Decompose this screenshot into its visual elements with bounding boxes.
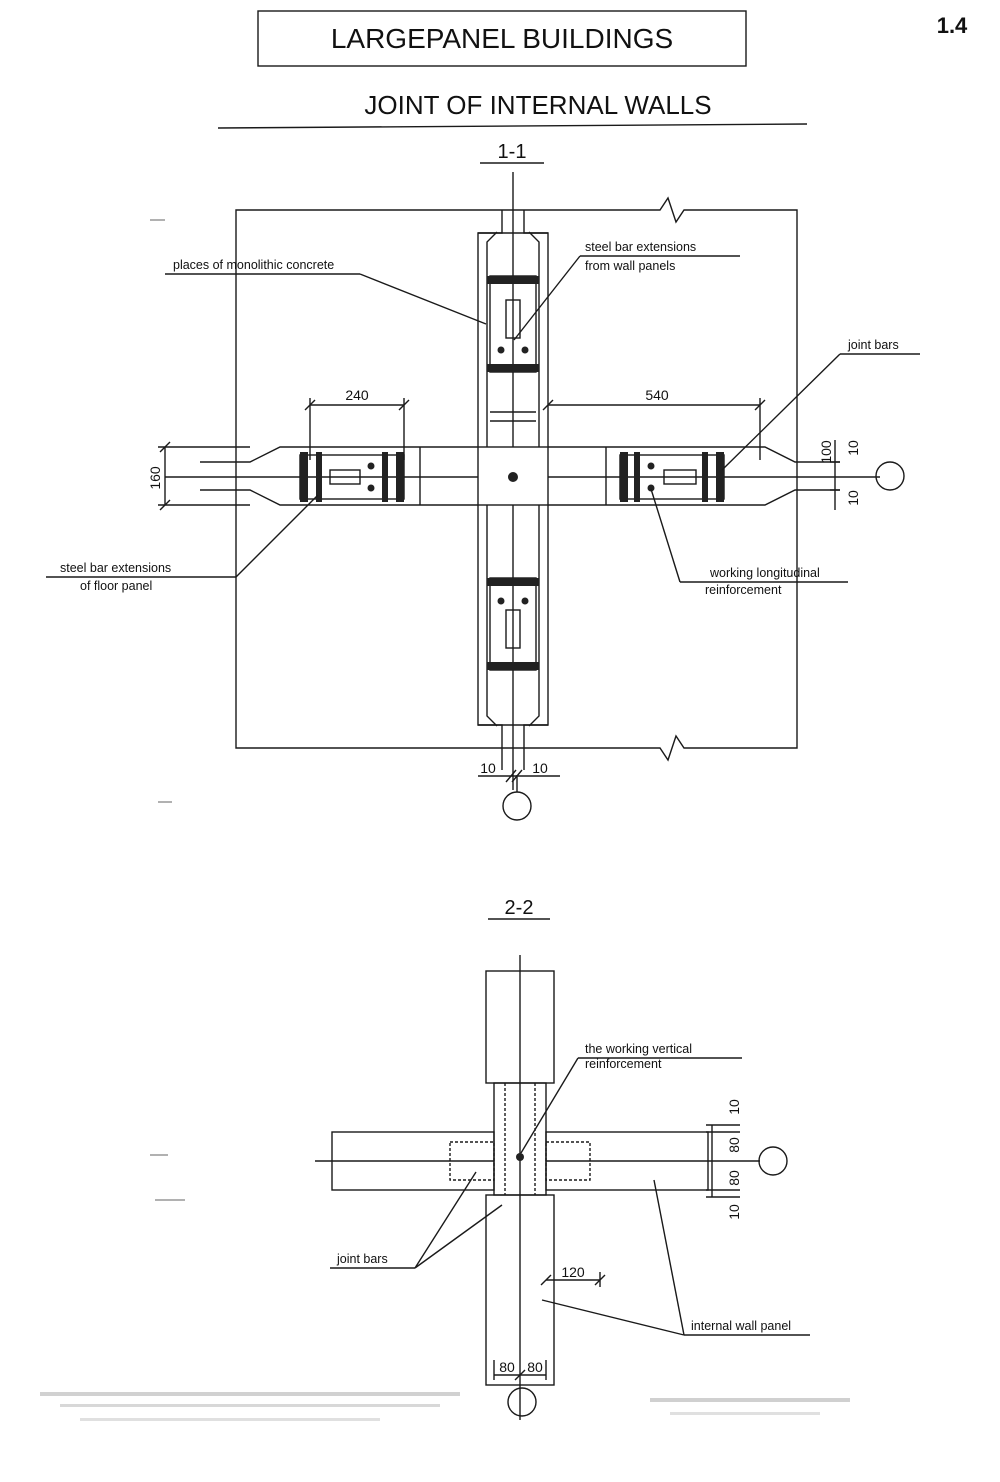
callout-working-vertical: the working vertical reinforcement — [520, 1042, 742, 1154]
title-box — [257, 10, 747, 67]
callout-floor-bar-extensions: steel bar extensions of floor panel — [46, 494, 319, 593]
callout-internal-wall-panel: internal wall panel — [541, 1179, 810, 1336]
subtitle-underline — [217, 123, 808, 129]
grid-axis-bubble-right — [875, 461, 905, 491]
svg-text:240: 240 — [345, 387, 369, 403]
dim-bottom-10-10: 10 10 — [478, 760, 560, 783]
dim-80-80-bottom: 80 80 — [493, 1359, 547, 1381]
top-wall-panel — [477, 172, 549, 447]
dim-160: 160 — [147, 441, 250, 511]
vertical-rebar-point — [516, 1153, 524, 1161]
svg-text:internal wall panel: internal wall panel — [691, 1319, 791, 1333]
right-floor-panel — [548, 446, 880, 506]
svg-text:working longitudinal: working longitudinal — [709, 566, 820, 580]
svg-text:80: 80 — [499, 1359, 515, 1375]
page-title: LARGEPANEL BUILDINGS — [331, 23, 673, 54]
drawing-subtitle: JOINT OF INTERNAL WALLS — [364, 90, 711, 120]
svg-text:540: 540 — [645, 387, 669, 403]
svg-text:100: 100 — [818, 440, 834, 464]
svg-text:steel bar extensions: steel bar extensions — [585, 240, 696, 254]
svg-text:from wall panels: from wall panels — [585, 259, 675, 273]
grid-axis-bubble-bottom — [502, 791, 532, 821]
svg-text:80: 80 — [726, 1170, 742, 1186]
svg-text:the working vertical: the working vertical — [585, 1042, 692, 1056]
svg-text:10: 10 — [726, 1099, 742, 1115]
callout-monolithic-concrete: places of monolithic concrete — [165, 258, 487, 325]
header: LARGEPANEL BUILDINGS 1.4 JOINT OF INTERN… — [217, 10, 968, 129]
svg-text:joint bars: joint bars — [847, 338, 899, 352]
svg-text:10: 10 — [532, 760, 548, 776]
svg-text:10: 10 — [480, 760, 496, 776]
svg-text:10: 10 — [845, 440, 861, 456]
left-floor-panel — [165, 446, 478, 506]
scan-noise — [40, 219, 850, 1421]
dim-120: 120 — [540, 1264, 606, 1287]
svg-text:steel bar extensions: steel bar extensions — [60, 561, 171, 575]
dim-right-stack: 10 100 10 — [818, 440, 861, 510]
joint-center-point — [508, 472, 518, 482]
svg-text:80: 80 — [726, 1137, 742, 1153]
svg-text:10: 10 — [726, 1204, 742, 1220]
svg-text:places of monolithic concrete: places of monolithic concrete — [173, 258, 334, 272]
svg-text:reinforcement: reinforcement — [585, 1057, 662, 1071]
central-node — [477, 446, 549, 506]
svg-text:joint bars: joint bars — [336, 1252, 388, 1266]
callout-wall-bar-extensions: steel bar extensions from wall panels — [513, 240, 740, 341]
callout-joint-bars-1: joint bars — [721, 338, 920, 471]
bottom-wall-panel — [477, 505, 549, 790]
dim-540: 540 — [542, 387, 766, 460]
callout-working-longitudinal: working longitudinal reinforcement — [650, 488, 848, 597]
section-2-2: 2-2 th — [315, 897, 810, 1420]
svg-text:160: 160 — [147, 466, 163, 490]
lower-wall-panel — [485, 1194, 555, 1386]
section-1-1: 1-1 — [46, 141, 920, 821]
grid-axis-bubble-bottom-2 — [507, 1387, 537, 1417]
right-slab — [545, 1131, 760, 1191]
svg-text:of floor panel: of floor panel — [80, 579, 152, 593]
sheet-number: 1.4 — [937, 13, 968, 38]
svg-text:120: 120 — [561, 1264, 585, 1280]
callout-joint-bars-2: joint bars — [330, 1171, 503, 1269]
svg-text:10: 10 — [845, 490, 861, 506]
svg-text:reinforcement: reinforcement — [705, 583, 782, 597]
dim-right-stack-2: 10 80 80 10 — [706, 1099, 742, 1220]
floor-slab-outline — [235, 196, 798, 762]
left-slab — [315, 1131, 495, 1191]
section-2-2-label: 2-2 — [505, 897, 534, 919]
section-1-1-label: 1-1 — [498, 141, 527, 163]
dim-240: 240 — [304, 387, 410, 460]
grid-axis-bubble-right-2 — [758, 1146, 788, 1176]
upper-wall-panel — [485, 955, 555, 1420]
svg-text:80: 80 — [527, 1359, 543, 1375]
